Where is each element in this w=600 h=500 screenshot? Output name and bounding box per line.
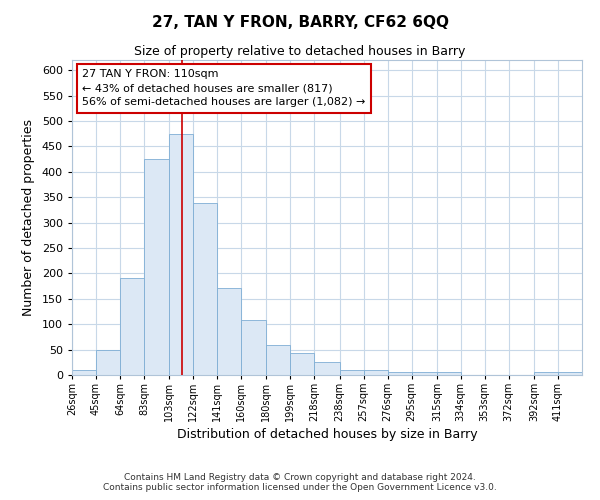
Bar	[120, 278, 144, 375]
Bar	[364, 370, 388, 375]
Bar	[558, 372, 582, 375]
Bar	[169, 134, 193, 375]
Bar	[388, 372, 412, 375]
Bar	[314, 362, 340, 375]
Bar	[144, 159, 169, 375]
Bar	[412, 372, 437, 375]
Text: 27, TAN Y FRON, BARRY, CF62 6QQ: 27, TAN Y FRON, BARRY, CF62 6QQ	[151, 15, 449, 30]
Bar	[72, 370, 96, 375]
Bar	[437, 372, 461, 375]
Bar	[266, 344, 290, 375]
Text: Contains HM Land Registry data © Crown copyright and database right 2024.
Contai: Contains HM Land Registry data © Crown c…	[103, 473, 497, 492]
Bar	[241, 320, 266, 375]
Bar	[534, 372, 558, 375]
Text: 27 TAN Y FRON: 110sqm
← 43% of detached houses are smaller (817)
56% of semi-det: 27 TAN Y FRON: 110sqm ← 43% of detached …	[82, 70, 365, 108]
Y-axis label: Number of detached properties: Number of detached properties	[22, 119, 35, 316]
Bar	[193, 204, 217, 375]
X-axis label: Distribution of detached houses by size in Barry: Distribution of detached houses by size …	[176, 428, 478, 442]
Bar	[217, 288, 241, 375]
Bar	[96, 350, 120, 375]
Bar	[340, 370, 364, 375]
Bar	[290, 352, 314, 375]
Text: Size of property relative to detached houses in Barry: Size of property relative to detached ho…	[134, 45, 466, 58]
